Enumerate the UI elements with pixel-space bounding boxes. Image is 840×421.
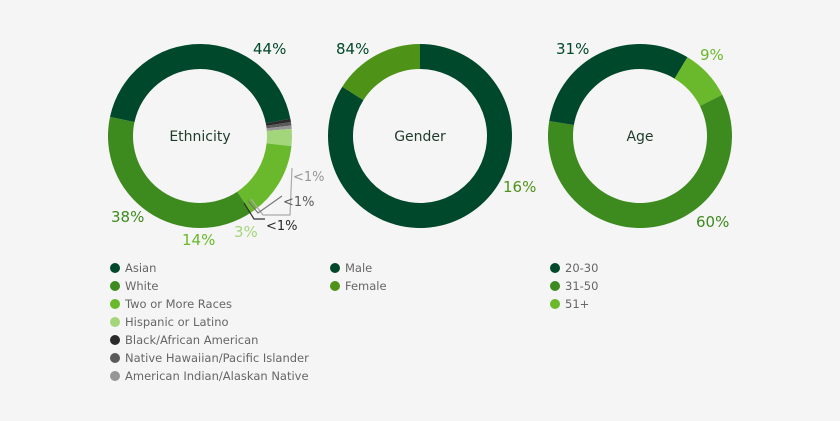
label-american-indian: <1% bbox=[293, 170, 325, 185]
legend-swatch-hispanic-or-latino bbox=[110, 317, 120, 327]
legend-label-31-50: 31-50 bbox=[565, 279, 598, 293]
legend-label-white: White bbox=[125, 279, 158, 293]
leader-hawaiian bbox=[247, 195, 283, 214]
legend-label-american-indian-alaskan-native: American Indian/Alaskan Native bbox=[125, 369, 309, 383]
legend-swatch-51 bbox=[550, 299, 560, 309]
label-male: 84% bbox=[336, 40, 369, 58]
ethnicity-title: Ethnicity bbox=[169, 129, 230, 145]
label-age-20-30: 31% bbox=[556, 40, 589, 58]
legend-label-asian: Asian bbox=[125, 261, 156, 275]
label-asian: 44% bbox=[253, 40, 286, 58]
legend-swatch-two-or-more-races bbox=[110, 299, 120, 309]
slice-white bbox=[107, 116, 252, 228]
slice-two-or-more-races bbox=[237, 143, 292, 213]
slice-female bbox=[342, 44, 420, 101]
gender-legend: Male Female bbox=[330, 261, 387, 293]
label-age-51-plus: 9% bbox=[700, 46, 724, 64]
label-hispanic: 3% bbox=[234, 223, 258, 241]
age-title: Age bbox=[626, 129, 653, 145]
ethnicity-legend: Asian White Two or More Races Hispanic or L… bbox=[110, 261, 309, 383]
legend-swatch-white bbox=[110, 281, 120, 291]
label-age-31-50: 60% bbox=[696, 213, 729, 231]
label-female: 16% bbox=[503, 178, 536, 196]
label-hawaiian: <1% bbox=[283, 195, 315, 210]
label-white: 38% bbox=[111, 208, 144, 226]
slice-black-african-american bbox=[265, 118, 291, 126]
slice-american-indian-alaskan-native bbox=[266, 125, 292, 131]
legend-swatch-20-30 bbox=[550, 263, 560, 273]
slice-20-30 bbox=[549, 44, 688, 126]
gender-title: Gender bbox=[394, 129, 446, 145]
leader-american-indian bbox=[250, 167, 293, 216]
slice-hispanic-or-latino bbox=[266, 128, 292, 147]
legend-swatch-asian bbox=[110, 263, 120, 273]
legend-swatch-native-hawaiian-pacific-islander bbox=[110, 353, 120, 363]
age-legend: 20-30 31-50 51+ bbox=[550, 261, 598, 311]
legend-label-male: Male bbox=[345, 261, 372, 275]
slice-31-50 bbox=[548, 94, 732, 228]
slice-51 bbox=[674, 57, 723, 107]
legend-label-female: Female bbox=[345, 279, 387, 293]
legend-swatch-female bbox=[330, 281, 340, 291]
ethnicity-donut bbox=[107, 44, 292, 228]
label-two-or-more: 14% bbox=[182, 231, 215, 249]
legend-label-hispanic-or-latino: Hispanic or Latino bbox=[125, 315, 229, 329]
legend-label-51: 51+ bbox=[565, 297, 589, 311]
legend-swatch-black-african-american bbox=[110, 335, 120, 345]
ethnicity-leader-lines bbox=[243, 167, 293, 220]
legend-label-two-or-more-races: Two or More Races bbox=[124, 297, 232, 311]
leader-black bbox=[243, 202, 265, 220]
legend-label-20-30: 20-30 bbox=[565, 261, 598, 275]
slice-asian bbox=[110, 44, 291, 124]
gender-donut bbox=[327, 44, 513, 228]
legend-swatch-31-50 bbox=[550, 281, 560, 291]
legend-swatch-male bbox=[330, 263, 340, 273]
label-black: <1% bbox=[266, 219, 298, 234]
age-donut bbox=[548, 44, 732, 228]
legend-label-black-african-american: Black/African American bbox=[125, 333, 258, 347]
legend-swatch-american-indian-alaskan-native bbox=[110, 371, 120, 381]
legend-label-native-hawaiian-pacific-islander: Native Hawaiian/Pacific Islander bbox=[125, 351, 309, 365]
slice-native-hawaiian-pacific-islander bbox=[266, 122, 292, 129]
